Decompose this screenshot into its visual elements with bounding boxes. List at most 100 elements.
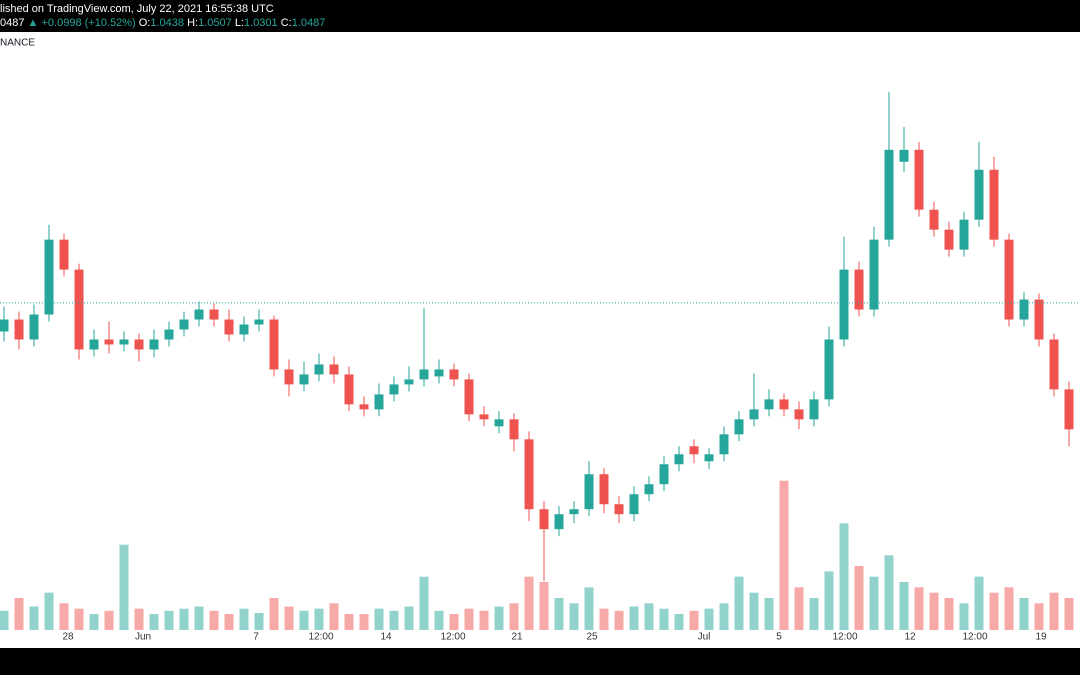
volume-bar xyxy=(1034,603,1044,630)
x-tick-label: Jul xyxy=(698,632,711,643)
volume-bar xyxy=(479,610,489,630)
volume-bar xyxy=(239,608,249,630)
volume-bar xyxy=(119,544,129,630)
candle-body xyxy=(104,339,114,345)
volume-bar xyxy=(134,608,144,630)
candle-body xyxy=(1049,339,1059,390)
candle-body xyxy=(29,314,39,340)
volume-bar xyxy=(374,608,384,630)
candle-body xyxy=(839,269,849,340)
candle-body xyxy=(704,454,714,462)
candle-body xyxy=(659,464,669,485)
volume-bar xyxy=(914,587,924,630)
candle-body xyxy=(869,239,879,310)
volume-bar xyxy=(674,614,684,630)
volume-bar xyxy=(794,587,804,630)
volume-bar xyxy=(959,603,969,630)
chart: NANCE 28 Jun 7 12:00 14 12:00 21 25 Jul 5 12:00 12 1… xyxy=(0,38,1080,643)
candle-body xyxy=(854,269,864,310)
candle-body xyxy=(374,394,384,410)
volume-bar xyxy=(359,614,369,630)
volume-bar xyxy=(614,610,624,630)
volume-bar xyxy=(824,571,834,630)
volume-bar xyxy=(944,598,954,630)
x-tick-label: 14 xyxy=(380,632,392,643)
candle-body xyxy=(614,504,624,515)
volume-bar xyxy=(569,603,579,630)
volume-bar xyxy=(149,614,159,630)
candle-body xyxy=(974,169,984,220)
candle-body xyxy=(359,404,369,410)
candle-body xyxy=(1034,299,1044,340)
candle-body xyxy=(929,209,939,230)
volume-bar xyxy=(299,610,309,630)
x-tick-label: 28 xyxy=(62,632,74,643)
volume-bar xyxy=(554,598,564,630)
volume-bar xyxy=(194,606,204,630)
price: 0487 xyxy=(0,17,25,29)
volume-bar xyxy=(464,608,474,630)
volume-bar xyxy=(59,603,69,630)
candle-body xyxy=(599,474,609,505)
volume-bar xyxy=(854,566,864,630)
candle-body xyxy=(284,369,294,385)
volume-bar xyxy=(284,606,294,630)
candle-body xyxy=(554,514,564,530)
candle-body xyxy=(629,494,639,515)
volume-bar xyxy=(899,582,909,630)
candle-body xyxy=(809,399,819,420)
candle-body xyxy=(674,454,684,465)
symbol: NANCE xyxy=(0,38,35,49)
candle-body xyxy=(719,434,729,455)
volume-bar xyxy=(974,576,984,630)
x-tick-label: 5 xyxy=(776,632,782,643)
volume-bar xyxy=(1019,598,1029,630)
volume-bar xyxy=(584,587,594,630)
candle-body xyxy=(14,319,24,340)
candle-body xyxy=(479,414,489,420)
x-tick-label: 12:00 xyxy=(440,632,465,643)
candle-body xyxy=(299,374,309,385)
candle-body xyxy=(524,439,534,510)
volume-bar xyxy=(689,610,699,630)
volume-bar xyxy=(869,576,879,630)
volume-bar xyxy=(539,582,549,630)
candle-body xyxy=(509,419,519,440)
candle-body xyxy=(884,149,894,240)
volume-bar xyxy=(764,598,774,630)
volume-bar xyxy=(89,614,99,630)
volume-bar xyxy=(74,608,84,630)
candle-body xyxy=(989,169,999,240)
quote-line: 0487 ▲ +0.0998 (+10.52%) O:1.0438 H:1.05… xyxy=(0,17,325,29)
candle-body xyxy=(59,239,69,270)
x-tick-label: 7 xyxy=(253,632,259,643)
volume-bar xyxy=(1049,592,1059,630)
volume-bar xyxy=(599,608,609,630)
x-tick-label: 12 xyxy=(904,632,916,643)
l-value: 1.0301 xyxy=(244,17,278,29)
volume-bar xyxy=(329,603,339,630)
h-label: H: xyxy=(187,17,199,29)
x-tick-label: 12:00 xyxy=(308,632,333,643)
arrow: ▲ xyxy=(27,17,39,29)
candle-body xyxy=(464,379,474,415)
volume-bar xyxy=(779,480,789,630)
volume-bar xyxy=(269,598,279,630)
volume-bar xyxy=(809,598,819,630)
volume-bar xyxy=(884,555,894,630)
volume-bar xyxy=(524,576,534,630)
volume-bar xyxy=(509,603,519,630)
candle-body xyxy=(329,364,339,375)
volume-bar xyxy=(434,610,444,630)
candle-body xyxy=(749,409,759,420)
candle-body xyxy=(134,339,144,350)
candle-body xyxy=(344,374,354,405)
change: +0.0998 (+10.52%) xyxy=(41,17,136,29)
volume-bar xyxy=(494,606,504,630)
o-value: 1.0438 xyxy=(150,17,185,29)
x-tick-label: 12:00 xyxy=(832,632,857,643)
candle-body xyxy=(224,319,234,335)
volume-bar xyxy=(419,576,429,630)
volume-bar xyxy=(1064,598,1074,630)
